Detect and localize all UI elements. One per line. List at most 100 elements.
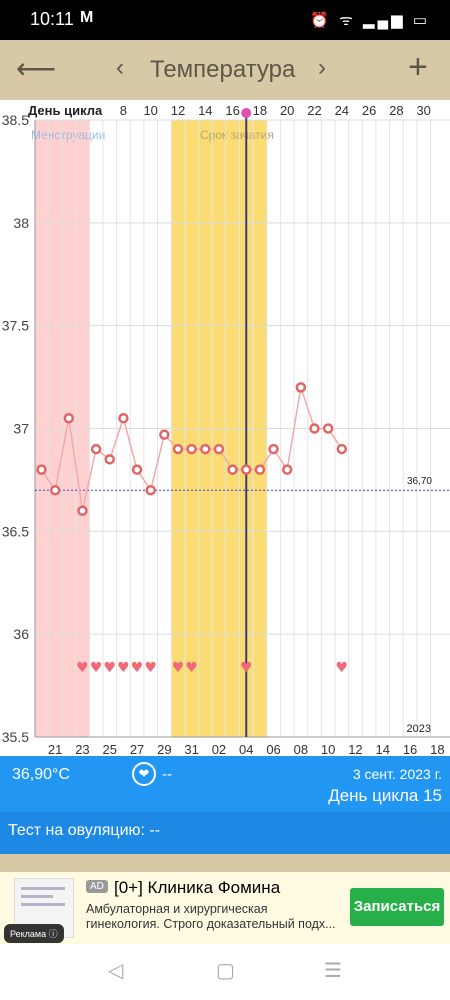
temperature-point bbox=[213, 443, 225, 455]
cycle-day-tick: 24 bbox=[335, 103, 349, 118]
y-tick-label: 35.5 bbox=[2, 729, 29, 745]
temperature-point bbox=[309, 423, 320, 434]
chart-header-bg bbox=[0, 100, 450, 120]
heart-icon: ♥ bbox=[240, 660, 253, 676]
nav-back-icon[interactable]: ◁ bbox=[108, 960, 124, 982]
ovulation-test-bar[interactable]: Тест на овуляцию: -- bbox=[0, 812, 450, 854]
ad-title[interactable]: [0+] Клиника Фомина bbox=[114, 878, 281, 897]
date-tick: 10 bbox=[321, 742, 335, 756]
temperature-point bbox=[118, 412, 129, 424]
temperature-point bbox=[131, 464, 143, 475]
ad-description: Амбулаторная и хирургическая гинекология… bbox=[86, 902, 336, 931]
cycle-day-tick: 22 bbox=[307, 103, 321, 118]
date-tick: 06 bbox=[266, 742, 280, 756]
temperature-point bbox=[159, 429, 170, 440]
date-tick: 16 bbox=[403, 742, 417, 756]
cycle-day-axis-label: День цикла bbox=[28, 103, 103, 118]
y-tick-label: 36 bbox=[13, 626, 29, 642]
temperature-point bbox=[268, 443, 279, 455]
temperature-point bbox=[104, 454, 115, 465]
ovulation-test-label: Тест на овуляцию: -- bbox=[8, 822, 161, 839]
sex-value: -- bbox=[162, 766, 172, 783]
temperature-point bbox=[145, 484, 156, 496]
cycle-day-tick: 30 bbox=[416, 103, 430, 118]
page-title: Температура bbox=[150, 56, 296, 83]
heart-icon: ♥ bbox=[185, 660, 198, 676]
nav-recents-icon[interactable]: ☰ bbox=[324, 960, 342, 982]
cycle-day-tick: 20 bbox=[280, 103, 294, 118]
temperature-point bbox=[241, 464, 252, 475]
day-info-bar[interactable]: 36,90°C ❤ -- 3 сент. 2023 г. День цикла … bbox=[0, 756, 450, 812]
heart-icon: ♥ bbox=[103, 660, 116, 676]
date-tick: 04 bbox=[239, 742, 253, 756]
temperature-value: 36,90°C bbox=[12, 766, 70, 783]
cycle-day-tick: 10 bbox=[143, 103, 157, 118]
coverline-label: 36,70 bbox=[407, 476, 432, 487]
selected-cycle-day: День цикла 15 bbox=[328, 786, 442, 805]
nav-home-icon[interactable]: ▢ bbox=[216, 960, 235, 982]
ad-label[interactable]: Реклама ⓘ bbox=[4, 924, 64, 943]
ad-badge: AD bbox=[86, 880, 108, 893]
status-time: 10:11 bbox=[30, 9, 74, 29]
app-bar: ⟵ ‹ Температура › + bbox=[0, 40, 450, 100]
temperature-point bbox=[336, 443, 348, 455]
temperature-point bbox=[77, 505, 88, 517]
arrow-back-icon[interactable]: ⟵ bbox=[16, 53, 57, 84]
heart-icon: ♥ bbox=[336, 660, 349, 676]
date-tick: 08 bbox=[294, 742, 308, 756]
temperature-point bbox=[90, 443, 102, 455]
temperature-point bbox=[200, 443, 211, 455]
temperature-point bbox=[63, 412, 75, 424]
cycle-day-tick: 26 bbox=[362, 103, 376, 118]
mail-icon: M bbox=[80, 9, 94, 26]
status-bar: 10:11 M ⏰ ᯤ ▂▄▆ ▭ bbox=[0, 0, 450, 40]
chevron-right-icon[interactable]: › bbox=[318, 54, 326, 81]
ad-image-line bbox=[21, 895, 53, 898]
chevron-left-icon[interactable]: ‹ bbox=[116, 54, 124, 81]
date-tick: 27 bbox=[130, 742, 144, 756]
date-tick: 02 bbox=[212, 742, 226, 756]
ad-cta-button[interactable]: Записаться bbox=[350, 888, 444, 926]
date-tick: 29 bbox=[157, 742, 171, 756]
date-tick: 18 bbox=[430, 742, 444, 756]
fertile-label: Срок зачатия bbox=[200, 128, 274, 142]
date-tick: 21 bbox=[48, 742, 62, 756]
date-tick: 12 bbox=[348, 742, 362, 756]
menstruation-label: Менструации bbox=[31, 128, 105, 142]
cycle-day-tick: 14 bbox=[198, 103, 212, 118]
year-label: 2023 bbox=[407, 723, 431, 735]
heart-icon: ♥ bbox=[144, 660, 157, 676]
cycle-day-tick: 16 bbox=[225, 103, 239, 118]
cycle-day-tick: 28 bbox=[389, 103, 403, 118]
heart-icon: ♥ bbox=[172, 660, 185, 676]
ad-banner[interactable]: Реклама ⓘ AD [0+] Клиника Фомина Амбулат… bbox=[0, 872, 450, 944]
selected-date: 3 сент. 2023 г. bbox=[352, 766, 442, 782]
temperature-point bbox=[227, 464, 238, 475]
temperature-point bbox=[49, 484, 61, 496]
temperature-point bbox=[186, 443, 197, 455]
system-nav-bar: ◁ ▢ ☰ bbox=[0, 944, 450, 1000]
ad-image-line bbox=[21, 903, 65, 906]
heart-icon: ♥ bbox=[117, 660, 130, 676]
y-tick-label: 38.5 bbox=[2, 112, 29, 128]
cycle-day-tick: 12 bbox=[171, 103, 185, 118]
temperature-point bbox=[295, 382, 307, 393]
heart-icon: ♥ bbox=[90, 660, 103, 676]
date-tick: 31 bbox=[184, 742, 198, 756]
y-tick-label: 36.5 bbox=[2, 523, 29, 539]
cycle-day-tick: 18 bbox=[253, 103, 267, 118]
temperature-point bbox=[36, 464, 47, 475]
y-tick-label: 38 bbox=[13, 215, 29, 231]
date-tick: 14 bbox=[376, 742, 390, 756]
cycle-day-tick: 8 bbox=[120, 103, 127, 118]
status-icons: ⏰ ᯤ ▂▄▆ ▭ bbox=[310, 12, 430, 29]
temperature-chart[interactable]: День цикла Менструации Срок зачатия 38.5 38 3… bbox=[0, 100, 450, 756]
ovulation-marker bbox=[241, 108, 252, 118]
temperature-point bbox=[172, 443, 184, 455]
temperature-point bbox=[322, 423, 334, 434]
heart-icon: ♥ bbox=[76, 660, 89, 676]
date-tick: 25 bbox=[103, 742, 117, 756]
temperature-point bbox=[254, 464, 266, 475]
plus-icon[interactable]: + bbox=[408, 48, 428, 86]
heart-icon: ❤ bbox=[132, 762, 156, 786]
